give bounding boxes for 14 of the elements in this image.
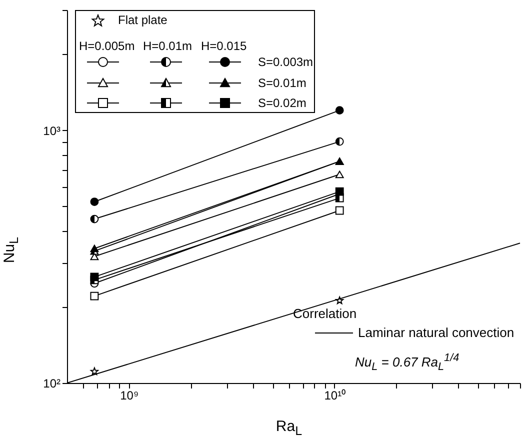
annotation: S=0.02m bbox=[258, 96, 306, 110]
x-tick-label: 10⁹ bbox=[120, 388, 139, 402]
annotation: S=0.003m bbox=[258, 55, 314, 69]
x-axis-title: Ra$_{L}$ bbox=[276, 418, 302, 438]
legend-label: Flat plate bbox=[118, 13, 168, 27]
annotation: H=0.005m bbox=[79, 39, 135, 53]
annotation: Correlation bbox=[293, 306, 357, 321]
y-tick-label: 10² bbox=[43, 376, 61, 390]
y-tick-label: 10³ bbox=[43, 124, 61, 138]
legend-label: Laminar natural convection bbox=[358, 325, 514, 340]
annotation: H=0.015 bbox=[201, 39, 247, 53]
annotation: H=0.01m bbox=[143, 39, 192, 53]
annotation: S=0.01m bbox=[258, 76, 306, 90]
x-tick-label: 10¹⁰ bbox=[324, 388, 346, 402]
